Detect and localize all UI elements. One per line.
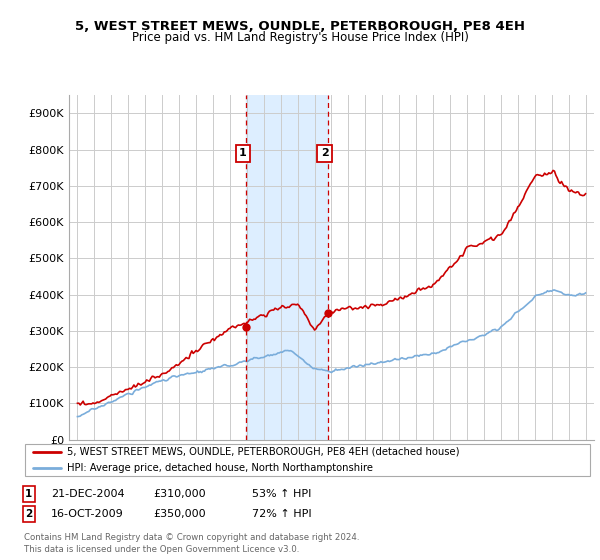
Text: Contains HM Land Registry data © Crown copyright and database right 2024.
This d: Contains HM Land Registry data © Crown c…	[24, 533, 359, 554]
Text: 2: 2	[320, 148, 328, 158]
Text: 53% ↑ HPI: 53% ↑ HPI	[252, 489, 311, 499]
Bar	[247, 95, 328, 440]
Text: 72% ↑ HPI: 72% ↑ HPI	[252, 509, 311, 519]
Text: £350,000: £350,000	[153, 509, 206, 519]
Text: Price paid vs. HM Land Registry's House Price Index (HPI): Price paid vs. HM Land Registry's House …	[131, 31, 469, 44]
Text: 16-OCT-2009: 16-OCT-2009	[51, 509, 124, 519]
Text: 1: 1	[239, 148, 247, 158]
Text: 1: 1	[25, 489, 32, 499]
Text: 5, WEST STREET MEWS, OUNDLE, PETERBOROUGH, PE8 4EH: 5, WEST STREET MEWS, OUNDLE, PETERBOROUG…	[75, 20, 525, 32]
Text: 5, WEST STREET MEWS, OUNDLE, PETERBOROUGH, PE8 4EH (detached house): 5, WEST STREET MEWS, OUNDLE, PETERBOROUG…	[67, 447, 459, 457]
FancyBboxPatch shape	[25, 444, 590, 476]
Text: 2: 2	[25, 509, 32, 519]
Text: 21-DEC-2004: 21-DEC-2004	[51, 489, 125, 499]
Text: £310,000: £310,000	[153, 489, 206, 499]
Text: HPI: Average price, detached house, North Northamptonshire: HPI: Average price, detached house, Nort…	[67, 464, 373, 473]
